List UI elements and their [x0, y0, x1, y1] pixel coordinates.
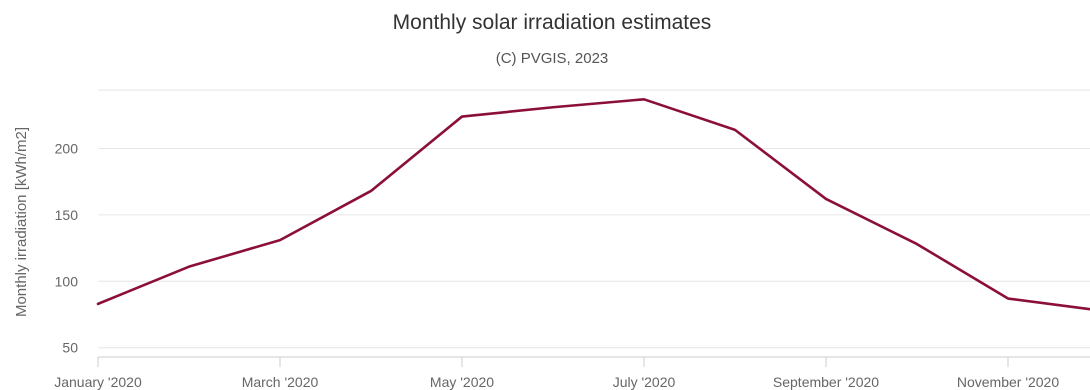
- x-tick-label: July '2020: [613, 374, 676, 390]
- chart-title: Monthly solar irradiation estimates: [393, 11, 712, 34]
- data-point[interactable]: February '2020: 111: [184, 262, 194, 272]
- x-tick-label: November '2020: [957, 374, 1060, 390]
- data-point[interactable]: April '2020: 168: [366, 186, 376, 196]
- y-axis-ticks: 50 100 150 200: [55, 140, 79, 355]
- x-tick-label: January '2020: [54, 374, 142, 390]
- y-tick-label: 50: [62, 340, 78, 356]
- grid-lines: [98, 89, 1090, 349]
- x-tick-label: September '2020: [773, 374, 879, 390]
- data-point[interactable]: August '2020: 214: [730, 125, 740, 135]
- data-point[interactable]: October '2020: 128: [912, 239, 922, 249]
- data-point[interactable]: January '2020: 83: [93, 299, 103, 309]
- data-point[interactable]: November '2020: 87: [1003, 294, 1013, 304]
- x-tick-label: March '2020: [242, 374, 319, 390]
- series-group: January '2020: 83 February '2020: 111 Marc…: [93, 94, 1090, 314]
- y-tick-label: 150: [55, 207, 79, 223]
- data-point[interactable]: September '2020: 162: [821, 194, 831, 204]
- data-point[interactable]: July '2020: 237: [639, 94, 649, 104]
- x-tick-label: May '2020: [430, 374, 494, 390]
- series-line: [96, 97, 1090, 311]
- y-tick-label: 100: [55, 273, 79, 289]
- data-point[interactable]: June '2020: 231: [548, 102, 558, 112]
- chart-subtitle: (C) PVGIS, 2023: [496, 50, 609, 67]
- data-point[interactable]: March '2020: 131: [275, 235, 285, 245]
- data-point[interactable]: May '2020: 224: [457, 112, 467, 122]
- y-tick-label: 200: [55, 140, 79, 156]
- y-axis-label: Monthly irradiation [kWh/m2]: [13, 127, 30, 317]
- x-axis-ticks: January '2020 March '2020 May '2020 July '2…: [54, 356, 1090, 390]
- data-point[interactable]: December '2020: 79: [1085, 304, 1090, 314]
